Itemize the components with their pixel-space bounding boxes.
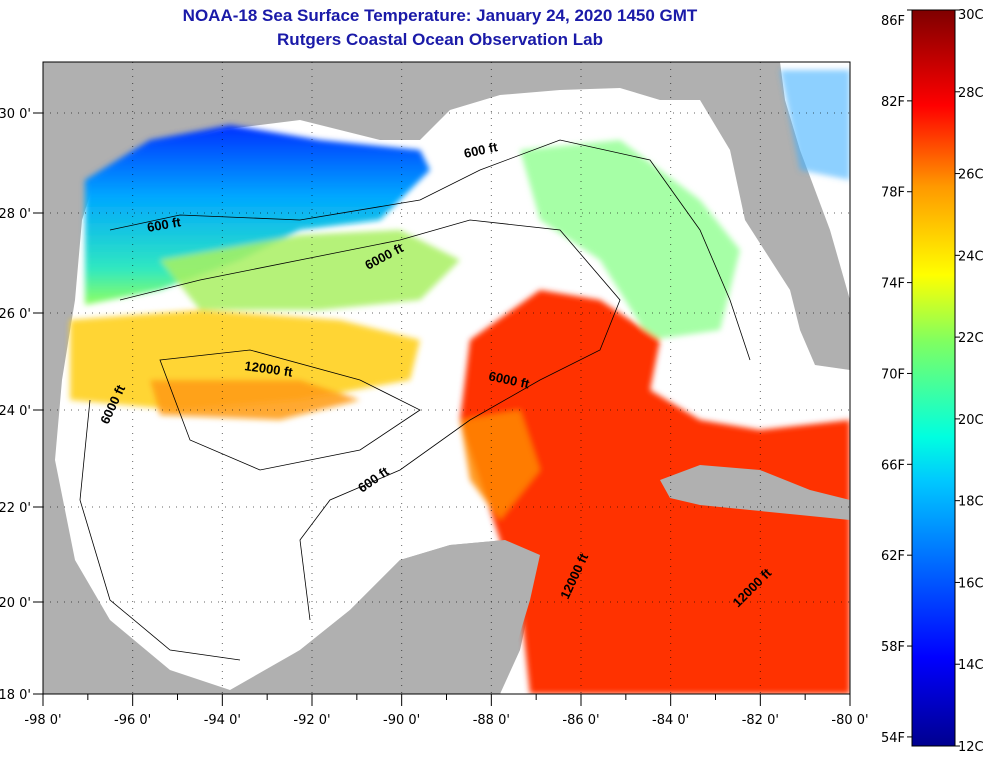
colorbar <box>911 9 956 747</box>
sst-patches <box>70 70 850 694</box>
graticule <box>43 62 850 694</box>
colorbar-f-label: 70F <box>881 367 905 382</box>
contour-label: 12000 ft <box>244 358 295 380</box>
lon-label: -82 0' <box>742 713 779 728</box>
cuba <box>660 465 850 520</box>
colorbar-f-label: 74F <box>881 277 905 292</box>
lon-label: -88 0' <box>473 713 510 728</box>
colorbar-f-label: 66F <box>881 458 905 473</box>
title-line-1: NOAA-18 Sea Surface Temperature: January… <box>182 6 698 25</box>
colorbar-f-label: 54F <box>881 731 905 746</box>
map-area <box>43 62 850 694</box>
colorbar-c-label: 28C <box>958 86 984 101</box>
bathymetry-contours <box>79 139 751 661</box>
lon-label: -94 0' <box>204 713 241 728</box>
lon-label: -90 0' <box>383 713 420 728</box>
lat-label: 22 0' <box>0 501 31 516</box>
lat-label: 18 0' <box>0 688 31 703</box>
lon-label: -98 0' <box>24 713 61 728</box>
colorbar-fahrenheit-labels: 86F 82F 78F 74F 70F 66F 62F 58F 54F <box>881 9 912 746</box>
contour-label: 600 ft <box>463 139 500 161</box>
colorbar-f-label: 86F <box>881 14 905 29</box>
colorbar-c-label: 22C <box>958 331 984 346</box>
lon-label: -84 0' <box>652 713 689 728</box>
lon-label: -80 0' <box>831 713 868 728</box>
lat-label: 28 0' <box>0 207 31 222</box>
lat-label: 20 0' <box>0 596 31 611</box>
colorbar-f-label: 62F <box>881 549 905 564</box>
colorbar-f-label: 82F <box>881 95 905 110</box>
colorbar-c-label: 14C <box>958 658 984 673</box>
colorbar-c-label: 20C <box>958 413 984 428</box>
longitude-axis: -98 0' -96 0' -94 0' -92 0' -90 0' -88 0' -86 … <box>24 694 869 728</box>
lon-label: -86 0' <box>562 713 599 728</box>
lon-label: -92 0' <box>293 713 330 728</box>
colorbar-c-label: 18C <box>958 495 984 510</box>
latitude-axis: 30 0' 28 0' 26 0' 24 0' 22 0' 20 0' 18 0' <box>0 107 43 703</box>
yucatan <box>230 540 540 694</box>
colorbar-c-label: 24C <box>958 249 984 264</box>
colorbar-f-label: 78F <box>881 186 905 201</box>
lat-label: 26 0' <box>0 307 31 322</box>
contour-label: 600 ft <box>146 214 183 235</box>
colorbar-c-label: 30C <box>958 8 984 23</box>
lat-label: 30 0' <box>0 107 31 122</box>
colorbar-c-label: 12C <box>958 740 984 755</box>
lon-label: -96 0' <box>114 713 151 728</box>
lat-label: 24 0' <box>0 404 31 419</box>
colorbar-celsius-labels: 30C 28C 26C 24C 22C 20C 18C 16C 14C 12C <box>955 8 984 755</box>
title-line-2: Rutgers Coastal Ocean Observation Lab <box>277 30 603 49</box>
colorbar-f-label: 58F <box>881 640 905 655</box>
colorbar-c-label: 26C <box>958 168 984 183</box>
colorbar-c-label: 16C <box>958 576 984 591</box>
